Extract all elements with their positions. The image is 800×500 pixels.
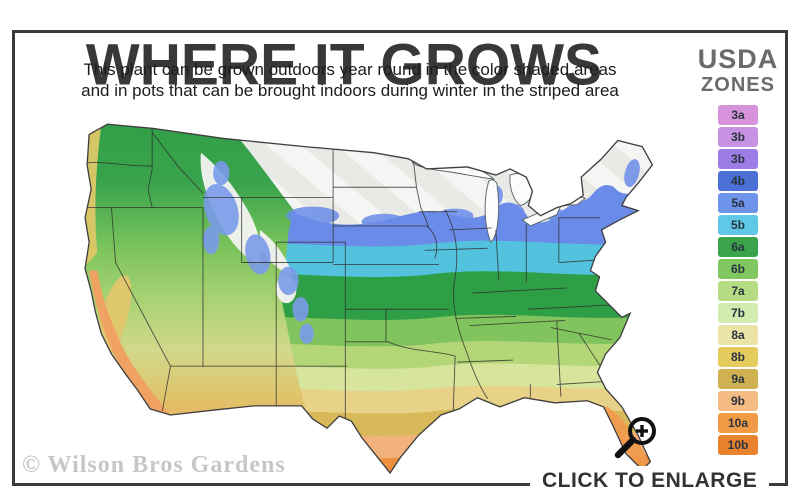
magnifier-plus-icon[interactable] — [612, 414, 664, 464]
subtitle-line-2: and in pots that can be brought indoors … — [81, 81, 619, 100]
zone-swatch: 7b — [718, 303, 758, 323]
click-to-enlarge-button[interactable]: CLICK TO ENLARGE — [530, 466, 770, 496]
subtitle-line-1: This plant can be grown outdoors year ro… — [83, 60, 617, 79]
zone-swatch: 10a — [718, 413, 758, 433]
zone-swatch: 6a — [718, 237, 758, 257]
zone-swatch: 7a — [718, 281, 758, 301]
zone-swatch: 5a — [718, 193, 758, 213]
us-hardiness-map-svg — [84, 123, 654, 474]
usda-zones-map[interactable] — [48, 110, 663, 476]
zone-swatch: 10b — [718, 435, 758, 455]
zone-swatch: 4b — [718, 171, 758, 191]
state-borders — [85, 128, 626, 426]
zone-swatch: 8a — [718, 325, 758, 345]
rockies-cold-pockets — [200, 152, 314, 344]
zone-swatch: 5b — [718, 215, 758, 235]
legend-title-zones: ZONES — [701, 74, 775, 96]
zone-swatch: 3a — [718, 105, 758, 125]
zone-list: 3a 3b 3b 4b 5a 5b 6a 6b 7a 7b 8a 8b 9a 9b 10a 10b — [692, 105, 784, 455]
zone-color-fills — [85, 124, 653, 473]
watermark: © Wilson Bros Gardens — [22, 452, 286, 478]
subtitle: This plant can be grown outdoors year ro… — [70, 59, 630, 101]
zone-swatch: 8b — [718, 347, 758, 367]
zone-swatch: 9a — [718, 369, 758, 389]
zone-swatch: 6b — [718, 259, 758, 279]
page-title: WHERE IT GROWS — [46, 33, 642, 97]
usda-zones-legend: USDA ZONES 3a 3b 3b 4b 5a 5b 6a 6b 7a 7b 8a 8b 9a 9b 1… — [692, 44, 784, 457]
zone-swatch: 3b — [718, 149, 758, 169]
image-frame — [12, 30, 788, 486]
zone-swatch: 3b — [718, 127, 758, 147]
zone-swatch: 9b — [718, 391, 758, 411]
legend-title-usda: USDA — [697, 44, 779, 74]
